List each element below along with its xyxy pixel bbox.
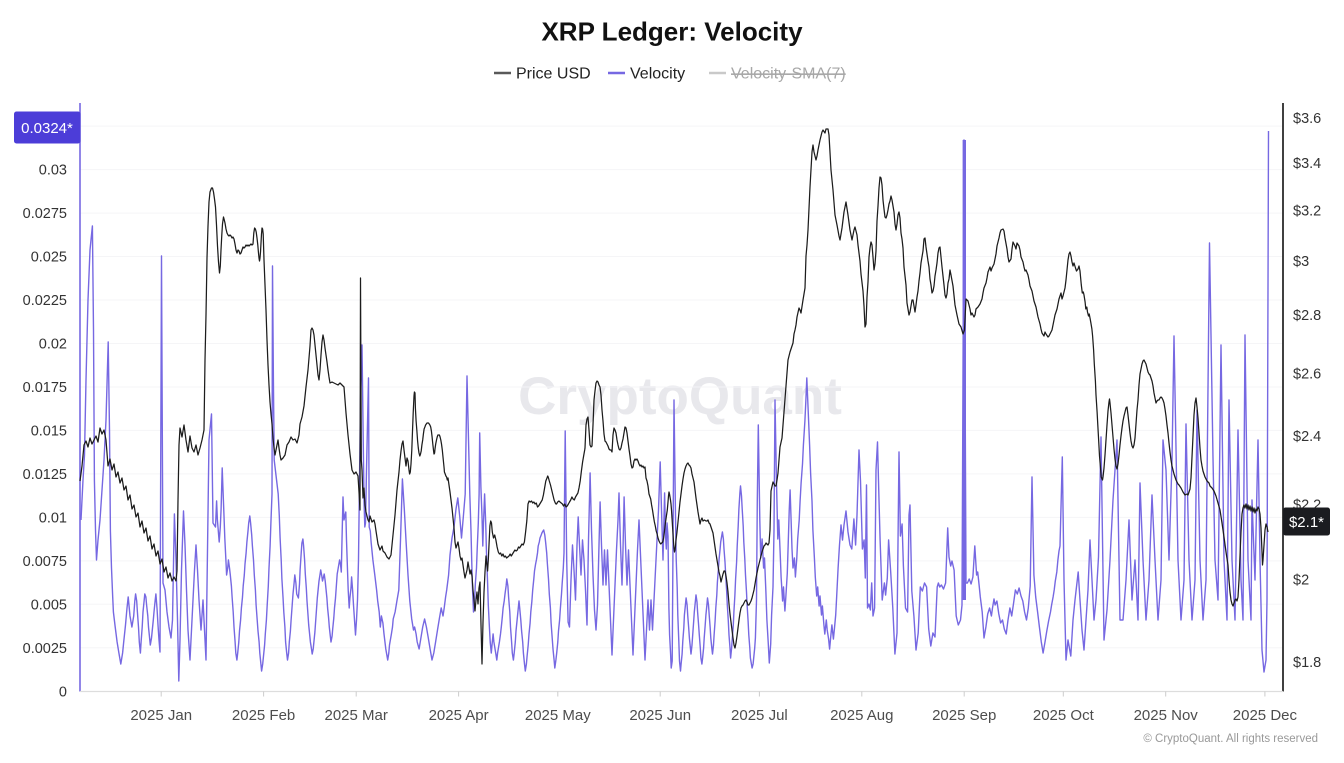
svg-text:Velocity-SMA(7): Velocity-SMA(7) — [731, 66, 846, 83]
svg-text:0.0275: 0.0275 — [23, 206, 67, 222]
svg-text:2025 Jul: 2025 Jul — [731, 707, 788, 724]
svg-text:$2.1*: $2.1* — [1289, 514, 1324, 531]
svg-text:$3: $3 — [1293, 254, 1309, 270]
svg-text:0.0075: 0.0075 — [23, 554, 67, 570]
svg-text:0: 0 — [59, 684, 67, 700]
svg-text:$3.4: $3.4 — [1293, 156, 1321, 172]
svg-text:$2.4: $2.4 — [1293, 429, 1321, 445]
svg-text:0.0175: 0.0175 — [23, 380, 67, 396]
svg-text:2025 Oct: 2025 Oct — [1033, 707, 1095, 724]
svg-text:2025 Sep: 2025 Sep — [932, 707, 996, 724]
svg-text:0.02: 0.02 — [39, 337, 67, 353]
svg-text:0.0125: 0.0125 — [23, 467, 67, 483]
svg-text:0.0225: 0.0225 — [23, 293, 67, 309]
svg-text:$2.8: $2.8 — [1293, 308, 1321, 324]
svg-text:XRP Ledger: Velocity: XRP Ledger: Velocity — [541, 17, 803, 47]
svg-text:$3.6: $3.6 — [1293, 111, 1321, 127]
svg-text:2025 Nov: 2025 Nov — [1134, 707, 1199, 724]
svg-text:0.025: 0.025 — [31, 250, 67, 266]
svg-text:0.0324*: 0.0324* — [21, 120, 73, 137]
svg-text:0.01: 0.01 — [39, 510, 67, 526]
svg-text:2025 Mar: 2025 Mar — [325, 707, 388, 724]
svg-text:2025 May: 2025 May — [525, 707, 591, 724]
svg-text:2025 Feb: 2025 Feb — [232, 707, 295, 724]
svg-text:Velocity: Velocity — [630, 66, 685, 83]
svg-text:0.03: 0.03 — [39, 163, 67, 179]
svg-text:0.005: 0.005 — [31, 597, 67, 613]
svg-text:2025 Jan: 2025 Jan — [130, 707, 192, 724]
svg-text:0.0025: 0.0025 — [23, 641, 67, 657]
svg-text:2025 Aug: 2025 Aug — [830, 707, 893, 724]
svg-text:© CryptoQuant. All rights rese: © CryptoQuant. All rights reserved — [1143, 733, 1318, 745]
svg-text:$2: $2 — [1293, 572, 1309, 588]
svg-text:$1.8: $1.8 — [1293, 655, 1321, 671]
svg-text:0.015: 0.015 — [31, 423, 67, 439]
svg-text:Price USD: Price USD — [516, 66, 591, 83]
svg-text:2025 Jun: 2025 Jun — [629, 707, 691, 724]
svg-text:$2.6: $2.6 — [1293, 366, 1321, 382]
svg-text:$3.2: $3.2 — [1293, 203, 1321, 219]
svg-text:2025 Apr: 2025 Apr — [429, 707, 489, 724]
svg-text:2025 Dec: 2025 Dec — [1233, 707, 1298, 724]
svg-text:CryptoQuant: CryptoQuant — [518, 367, 842, 426]
